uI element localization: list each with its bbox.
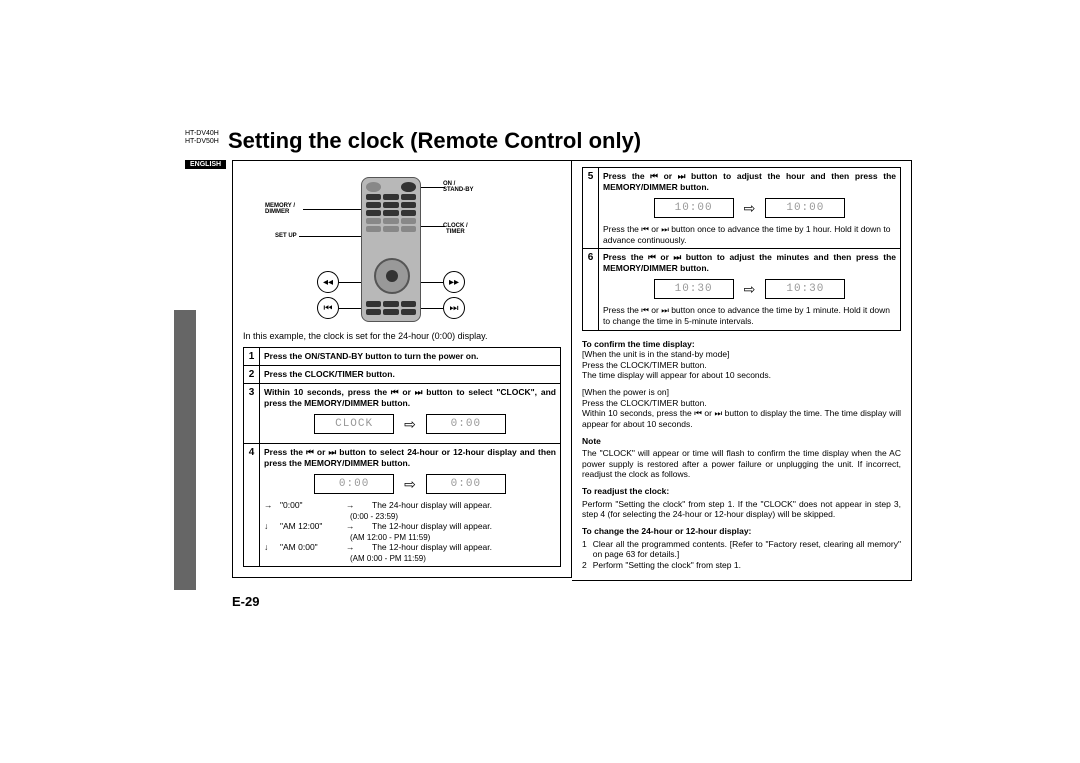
prev-icon: ◂◂ — [317, 271, 339, 293]
step-3-text: Within 10 seconds, press the ⏮ or ⏭ butt… — [264, 387, 556, 408]
step-num-1: 1 — [244, 348, 260, 366]
step-2-text: Press the CLOCK/TIMER button. — [260, 366, 561, 384]
callout-on-standby: ON /STAND-BY — [443, 181, 474, 193]
step-num-6: 6 — [583, 249, 599, 330]
readjust-body: Perform "Setting the clock" from step 1.… — [582, 499, 901, 520]
next-skip-icon: ⏭ — [443, 297, 465, 319]
page-number: E-29 — [232, 594, 259, 609]
lcd-display: 10:30 — [654, 279, 734, 299]
lcd-display: 10:00 — [654, 198, 734, 218]
step-5-note: Press the ⏮ or ⏭ button once to advance … — [603, 224, 896, 245]
left-steps-table: 1 Press the ON/STAND-BY button to turn t… — [243, 347, 561, 567]
lcd-display: 10:30 — [765, 279, 845, 299]
right-steps-table: 5 Press the ⏮ or ⏭ button to adjust the … — [582, 167, 901, 331]
model-code-2: HT-DV50H — [185, 138, 219, 146]
model-codes: HT-DV40H HT-DV50H — [185, 130, 219, 145]
arrow-icon: ⇨ — [744, 281, 756, 298]
note-head: Note — [582, 436, 901, 447]
note-body: The "CLOCK" will appear or time will fla… — [582, 448, 901, 480]
list-num: 1 — [582, 539, 587, 560]
remote-body — [361, 177, 421, 322]
arrow-icon: ⇨ — [404, 476, 416, 493]
readjust-head: To readjust the clock: — [582, 486, 901, 497]
mode-desc: The 12-hour display will appear. — [372, 521, 492, 531]
step-num-2: 2 — [244, 366, 260, 384]
mode-range: (AM 12:00 - PM 11:59) — [350, 533, 556, 542]
arrow-icon: ⇨ — [404, 416, 416, 433]
step-num-4: 4 — [244, 444, 260, 567]
callout-clock-timer: CLOCK /TIMER — [443, 223, 468, 235]
callout-setup: SET UP — [275, 233, 297, 239]
language-tag: ENGLISH — [185, 160, 226, 169]
step-4-text: Press the ⏮ or ⏭ button to select 24-hou… — [264, 447, 556, 468]
section-side-label: Basic Operation — [119, 436, 140, 574]
model-code-1: HT-DV40H — [185, 130, 219, 138]
right-column: 5 Press the ⏮ or ⏭ button to adjust the … — [572, 160, 912, 581]
change-1: Clear all the programmed contents. [Refe… — [593, 539, 901, 560]
arrow-icon: ⇨ — [744, 200, 756, 217]
mode-desc: The 12-hour display will appear. — [372, 542, 492, 552]
mode-table: → "0:00" → The 24-hour display will appe… — [264, 500, 556, 563]
lcd-display: 0:00 — [426, 414, 506, 434]
lcd-display: 10:00 — [765, 198, 845, 218]
step-5-text: Press the ⏮ or ⏭ button to adjust the ho… — [603, 171, 896, 192]
step-6-text: Press the ⏮ or ⏭ button to adjust the mi… — [603, 252, 896, 273]
confirm-line: The time display will appear for about 1… — [582, 370, 901, 381]
confirm-head: To confirm the time display: — [582, 339, 901, 350]
intro-text: In this example, the clock is set for th… — [243, 331, 561, 341]
mode-label: "AM 12:00" — [280, 521, 340, 531]
step-num-5: 5 — [583, 168, 599, 249]
confirm-line: [When the unit is in the stand-by mode] — [582, 349, 901, 360]
lcd-display: CLOCK — [314, 414, 394, 434]
confirm-line: Press the CLOCK/TIMER button. — [582, 360, 901, 371]
left-column: MEMORY /DIMMER SET UP ON /STAND-BY CLOCK… — [232, 160, 572, 578]
callout-memory-dimmer: MEMORY /DIMMER — [265, 203, 295, 215]
step-1-text: Press the ON/STAND-BY button to turn the… — [260, 348, 561, 366]
list-num: 2 — [582, 560, 587, 571]
page-title: Setting the clock (Remote Control only) — [228, 128, 641, 154]
mode-label: "AM 0:00" — [280, 542, 340, 552]
lcd-display: 0:00 — [314, 474, 394, 494]
step-num-3: 3 — [244, 384, 260, 444]
poweron-line: Within 10 seconds, press the ⏮ or ⏭ butt… — [582, 408, 901, 429]
next-icon: ▸▸ — [443, 271, 465, 293]
poweron-line: [When the power is on] — [582, 387, 901, 398]
change-2: Perform "Setting the clock" from step 1. — [593, 560, 741, 571]
mode-desc: The 24-hour display will appear. — [372, 500, 492, 510]
prev-skip-icon: ⏮ — [317, 297, 339, 319]
remote-diagram: MEMORY /DIMMER SET UP ON /STAND-BY CLOCK… — [243, 167, 561, 327]
mode-label: "0:00" — [280, 500, 340, 510]
step-6-note: Press the ⏮ or ⏭ button once to advance … — [603, 305, 896, 326]
mode-range: (0:00 - 23:59) — [350, 512, 556, 521]
mode-range: (AM 0:00 - PM 11:59) — [350, 554, 556, 563]
section-side-bar: Basic Operation — [174, 310, 196, 590]
change-head: To change the 24-hour or 12-hour display… — [582, 526, 901, 537]
lcd-display: 0:00 — [426, 474, 506, 494]
poweron-line: Press the CLOCK/TIMER button. — [582, 398, 901, 409]
